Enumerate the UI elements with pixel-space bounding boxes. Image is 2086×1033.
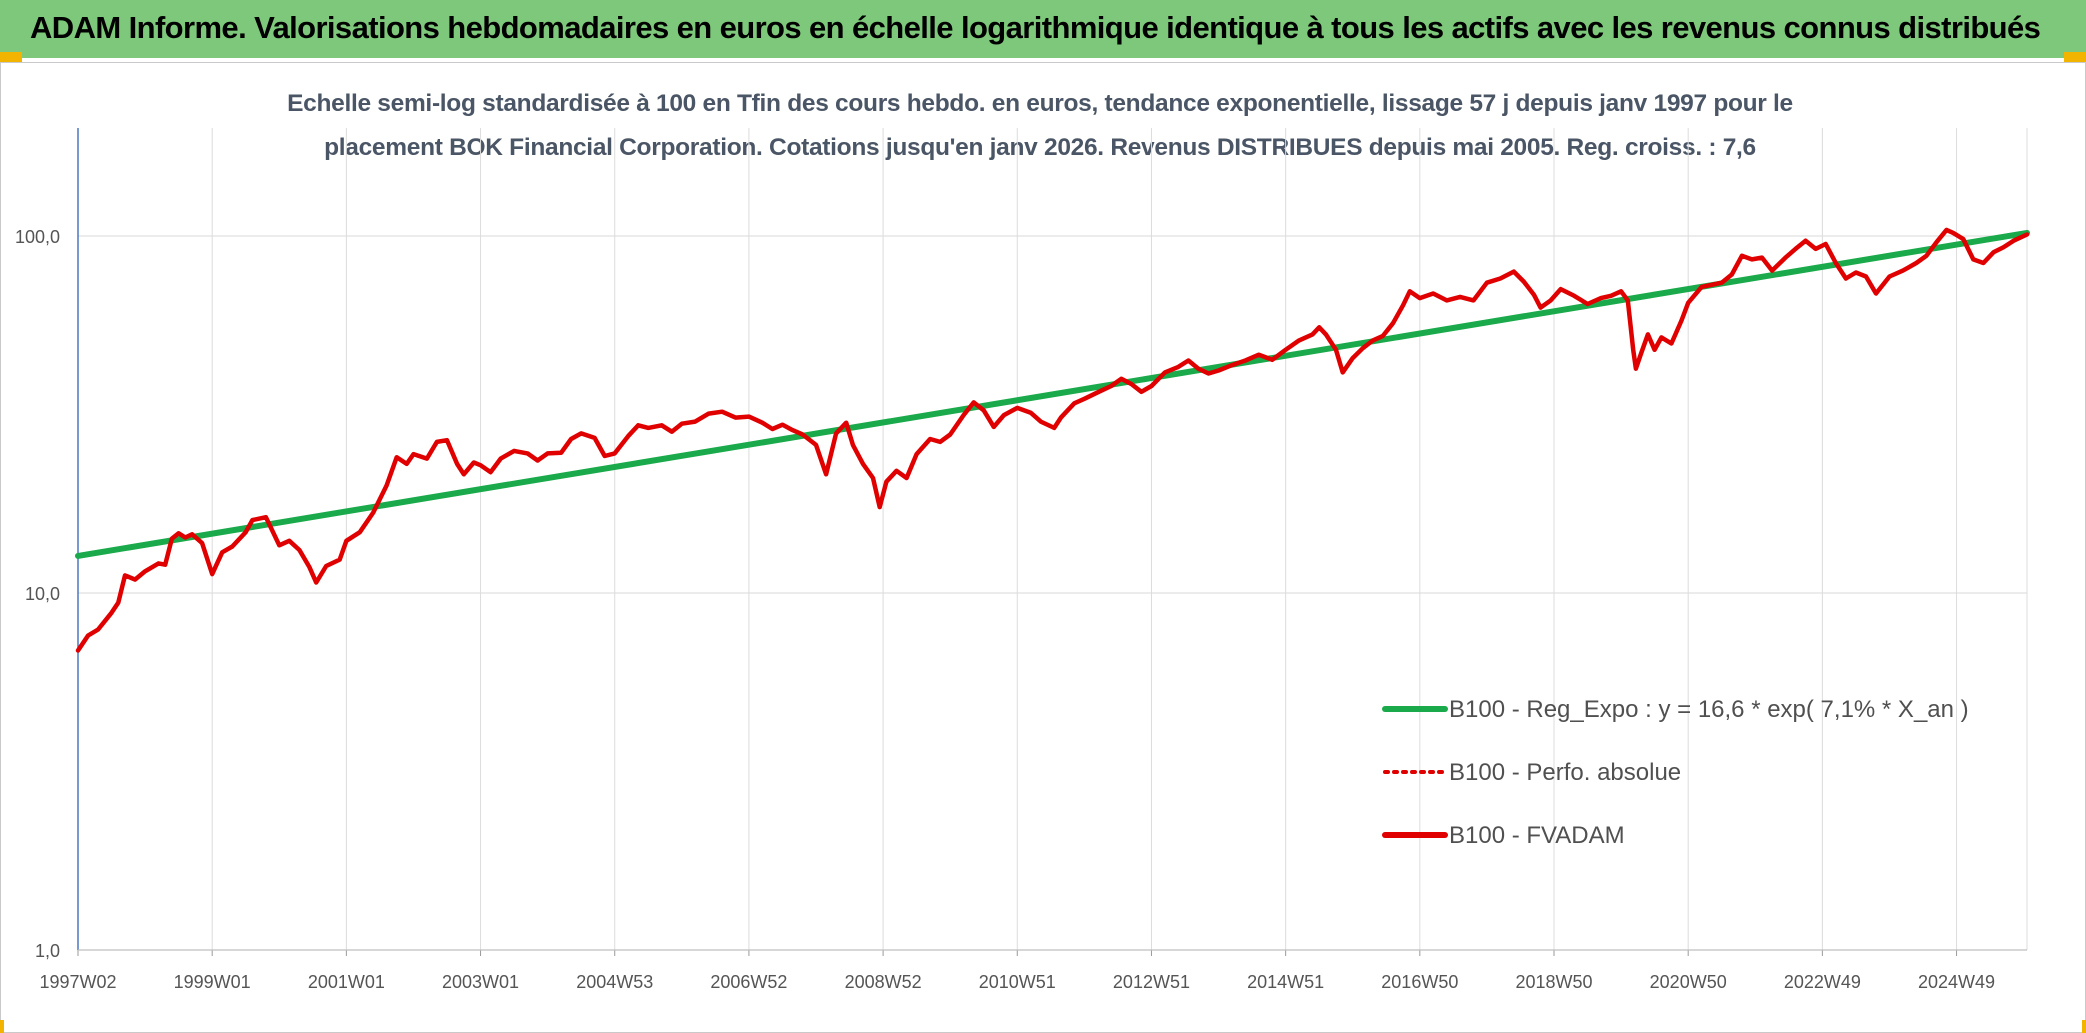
x-tick-label: 2014W51 [1247, 972, 1324, 992]
series [75, 227, 2030, 653]
x-tick-label: 2016W50 [1381, 972, 1458, 992]
x-tick-label: 2020W50 [1650, 972, 1727, 992]
chart-panel [0, 62, 2086, 1033]
corner-marker-right [2064, 52, 2086, 62]
legend-entry-2: B100 - Perfo. absolue [1449, 759, 1681, 786]
y-tick-label: 100,0 [15, 227, 60, 247]
x-tick-label: 2001W01 [308, 972, 385, 992]
legend: B100 - Reg_Expo : y = 16,6 * exp( 7,1% *… [1382, 696, 1969, 849]
series-line-3 [75, 227, 2030, 653]
series-line-1 [75, 229, 2030, 559]
x-tick-label: 2010W51 [979, 972, 1056, 992]
x-tick-label: 2022W49 [1784, 972, 1861, 992]
x-tick-label: 2012W51 [1113, 972, 1190, 992]
x-tick-label: 2003W01 [442, 972, 519, 992]
y-tick-label: 1,0 [35, 941, 60, 961]
x-tick-label: 2024W49 [1918, 972, 1995, 992]
y-tick-label: 10,0 [25, 584, 60, 604]
x-tick-label: 2008W52 [845, 972, 922, 992]
corner-marker-bottom-right [2082, 1020, 2086, 1033]
grid [77, 128, 2028, 951]
x-tick-label: 2006W52 [710, 972, 787, 992]
x-tick-label: 2004W53 [576, 972, 653, 992]
x-tick-label: 1999W01 [174, 972, 251, 992]
report-header [0, 0, 2086, 58]
corner-marker-bottom-left [0, 1020, 4, 1033]
x-tick-label: 2018W50 [1515, 972, 1592, 992]
corner-marker-left [0, 52, 22, 62]
chart-title-line-2: placement BOK Financial Corporation. Cot… [324, 134, 1756, 161]
x-tick-label: 1997W02 [39, 972, 116, 992]
report-title: ADAM Informe. Valorisations hebdomadaire… [30, 10, 2041, 45]
legend-entry-1: B100 - Reg_Expo : y = 16,6 * exp( 7,1% *… [1449, 696, 1969, 723]
axes: 1,0 10,0 100,0 1997W02 1999W01 2001W01 2003W01… [15, 128, 2027, 992]
chart-title-line-1: Echelle semi-log standardisée à 100 en T… [287, 90, 1793, 117]
legend-entry-3: B100 - FVADAM [1449, 822, 1625, 849]
